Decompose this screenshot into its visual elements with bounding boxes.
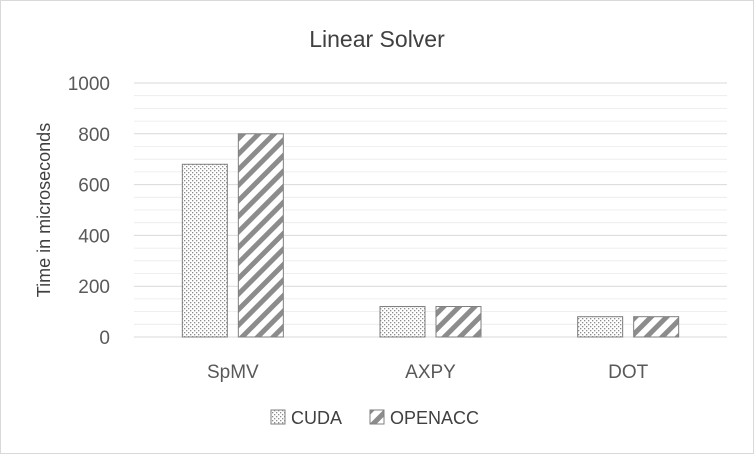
y-tick-label: 800 — [78, 125, 110, 146]
bar-openacc-dot — [633, 316, 680, 338]
bar-cuda-dot — [577, 316, 624, 338]
bar-openacc-axpy — [435, 306, 482, 338]
y-tick-label: 200 — [78, 277, 110, 298]
bar-cuda-spmv — [181, 163, 228, 338]
x-tick-label: AXPY — [405, 362, 456, 383]
x-tick-label: SpMV — [207, 362, 259, 383]
legend-swatch-openacc — [369, 409, 385, 425]
y-tick-label: 400 — [78, 226, 110, 247]
bar-cuda-axpy — [379, 306, 426, 338]
legend-label-openacc: OPENACC — [390, 408, 479, 428]
y-tick-labels: 0 200 400 600 800 1000 — [68, 74, 110, 349]
y-tick-label: 600 — [78, 176, 110, 197]
category-labels: SpMV AXPY DOT — [207, 362, 649, 383]
legend: CUDA OPENACC — [270, 408, 479, 428]
legend-label-cuda: CUDA — [291, 408, 342, 428]
y-axis-title: Time in microseconds — [34, 123, 54, 297]
gridlines — [134, 82, 727, 338]
x-tick-label: DOT — [608, 362, 649, 383]
y-tick-label: 1000 — [68, 74, 110, 95]
bars — [181, 133, 680, 338]
y-tick-label: 0 — [99, 328, 110, 349]
bar-openacc-spmv — [237, 133, 284, 338]
chart-title: Linear Solver — [309, 26, 445, 52]
legend-swatch-cuda — [270, 409, 286, 425]
